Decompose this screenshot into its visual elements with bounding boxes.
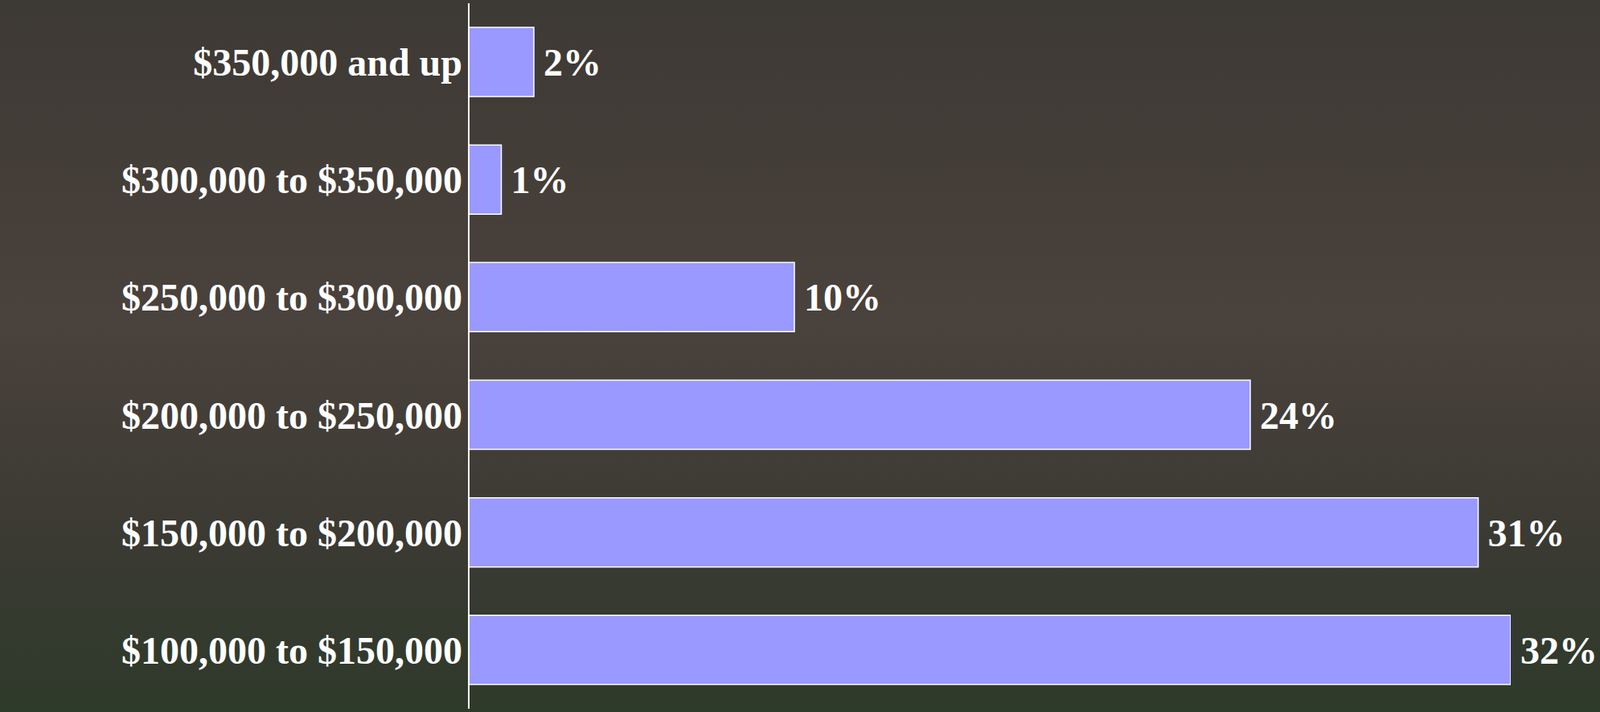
svg-text:$150,000 to $200,000: $150,000 to $200,000 [121, 511, 463, 554]
svg-text:$250,000 to $300,000: $250,000 to $300,000 [121, 275, 463, 319]
svg-text:10%: 10% [804, 275, 882, 319]
svg-text:$300,000 to $350,000: $300,000 to $350,000 [121, 158, 463, 202]
svg-text:$350,000 and up: $350,000 and up [192, 41, 463, 84]
svg-text:32%: 32% [1520, 628, 1598, 672]
svg-text:2%: 2% [543, 41, 602, 84]
svg-text:24%: 24% [1259, 393, 1338, 437]
svg-text:$100,000 to $150,000: $100,000 to $150,000 [121, 628, 463, 672]
svg-text:1%: 1% [511, 158, 570, 202]
svg-text:$200,000 to $250,000: $200,000 to $250,000 [121, 393, 463, 437]
svg-text:31%: 31% [1488, 511, 1566, 554]
